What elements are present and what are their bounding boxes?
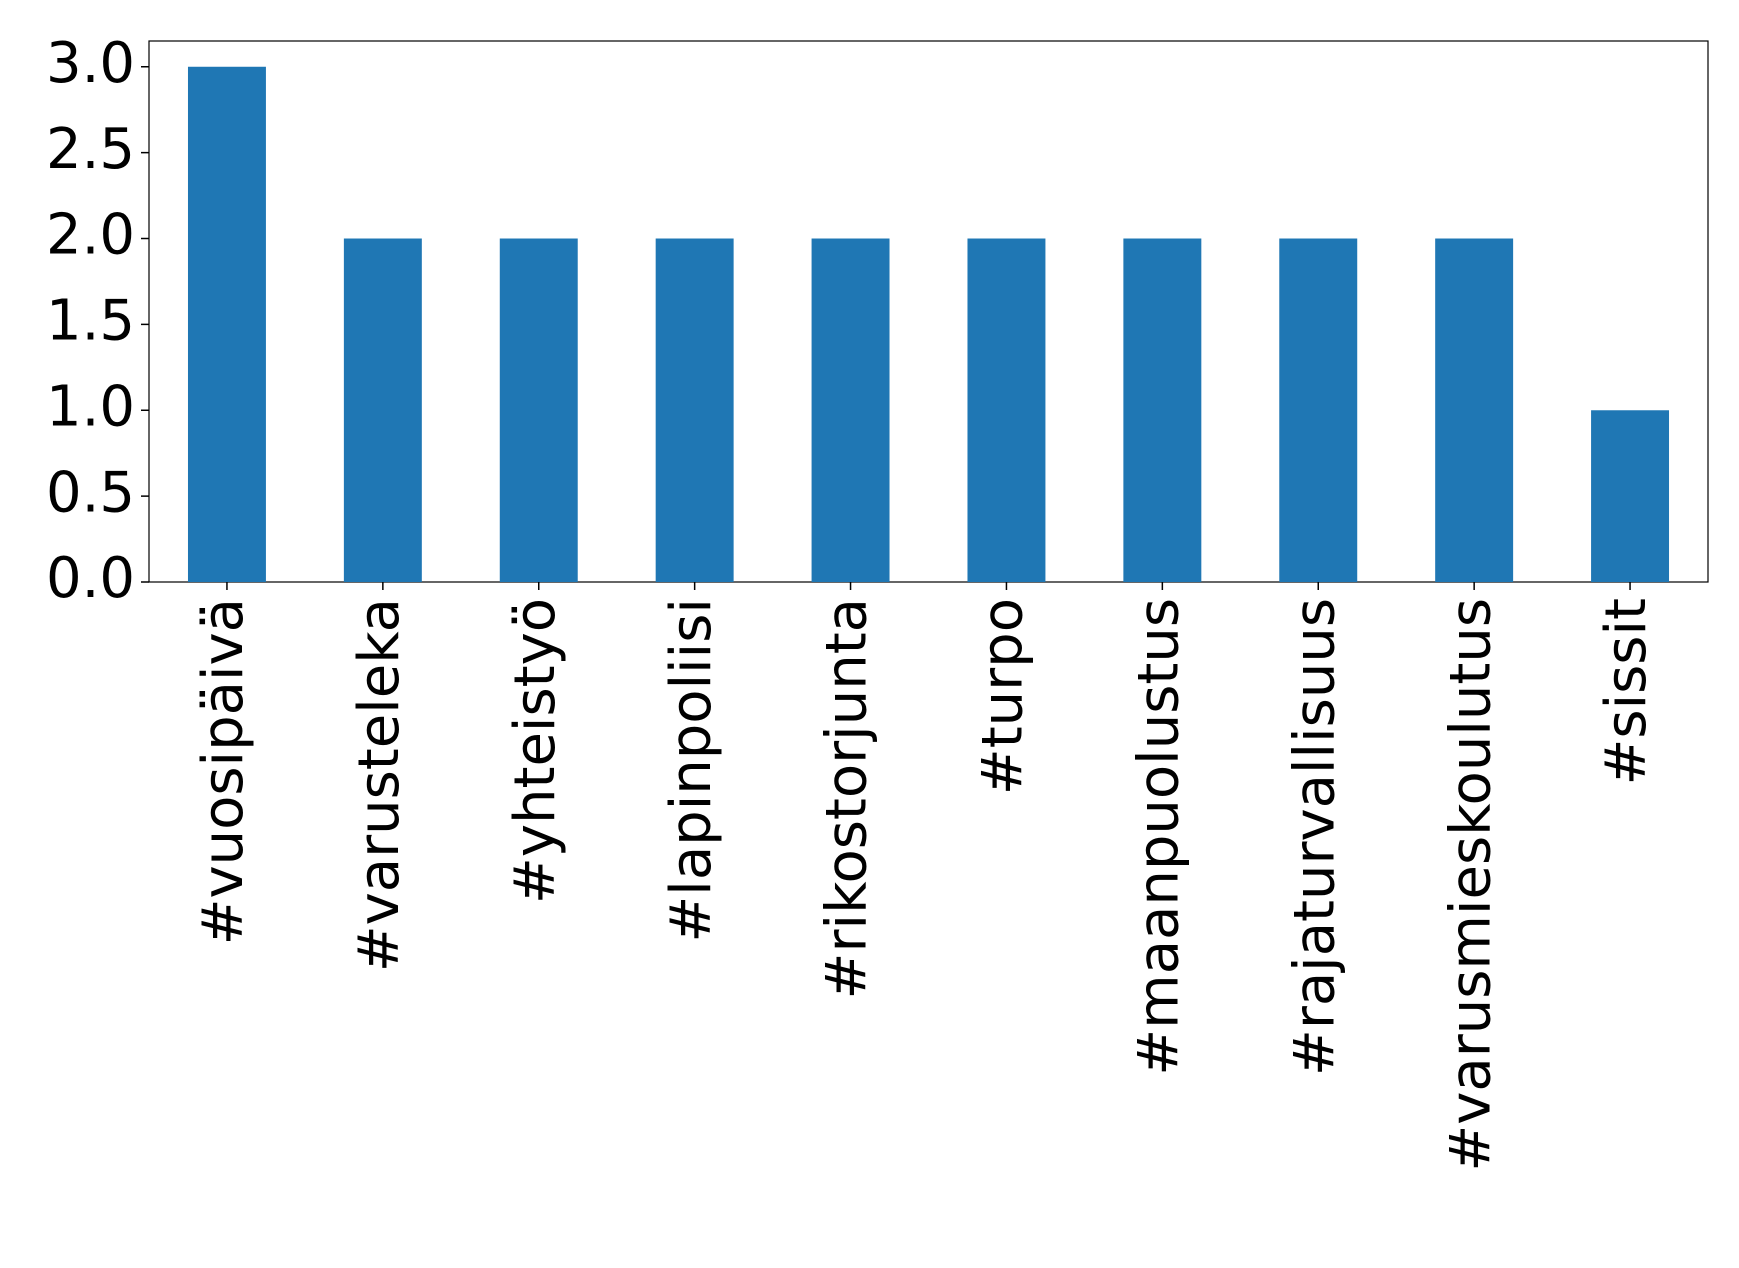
bar [187,66,266,582]
y-tick-label: 2.5 [46,117,135,182]
bar [811,238,890,582]
y-tick-label: 0.0 [46,546,135,611]
y-tick-label: 2.0 [46,203,135,268]
x-tick-label: #sissit [1594,598,1659,786]
x-tick-label: #varusmieskoulutus [1438,598,1503,1172]
x-tick-label: #rajaturvallisuus [1282,598,1347,1076]
axes-frame [148,40,1709,583]
x-tick-label: #yhteistyö [503,598,568,904]
x-tick-label: #lapinpoliisi [659,598,724,943]
bar [499,238,578,582]
bar [1591,410,1670,582]
bar [1435,238,1514,582]
x-tick-label: #varusteleka [347,598,412,972]
bar [1123,238,1202,582]
y-tick-label: 3.0 [46,31,135,96]
bar [655,238,734,582]
bar [343,238,422,582]
y-tick-label: 1.5 [46,289,135,354]
bar [967,238,1046,582]
x-tick-label: #maanpuolustus [1126,598,1191,1076]
x-tick-label: #rikostorjunta [815,598,880,999]
x-tick-label: #vuosipäivä [191,598,256,945]
y-tick-label: 0.5 [46,460,135,525]
x-tick-label: #turpo [971,598,1036,795]
bar [1279,238,1358,582]
y-tick-label: 1.0 [46,374,135,439]
